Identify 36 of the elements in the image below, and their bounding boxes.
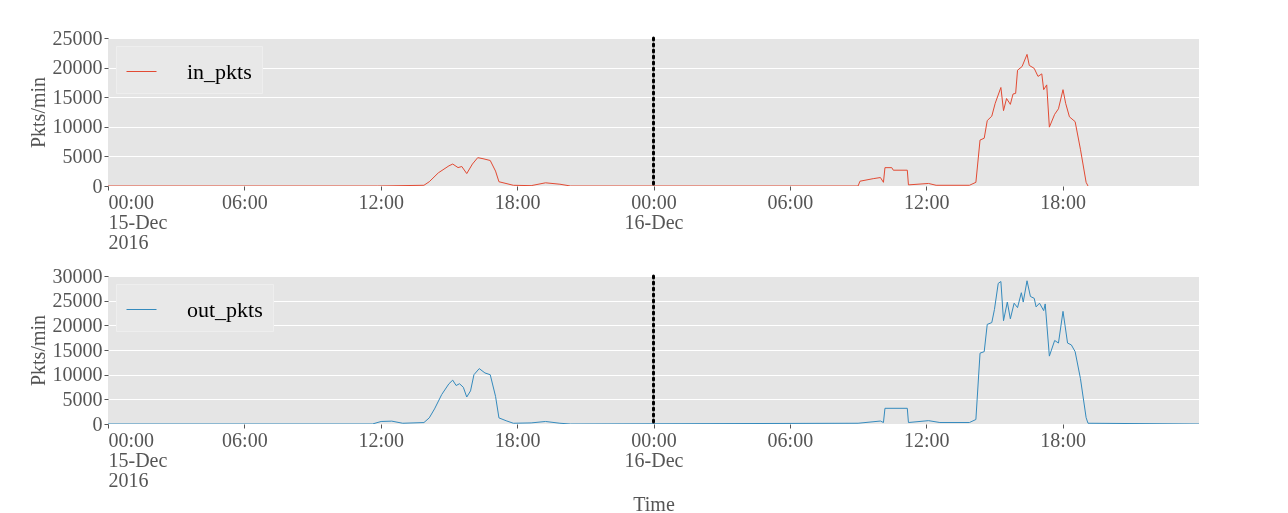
x-tick-label: 18:00 xyxy=(1040,428,1086,451)
x-tick-label: 12:00 xyxy=(903,190,950,213)
x-tick-label: 12:00 xyxy=(903,428,950,451)
y-axis-title: Pkts/min xyxy=(26,314,49,387)
x-tick-label: 18:00 xyxy=(494,428,541,451)
legend-label: in_pkts xyxy=(187,58,252,84)
line-series xyxy=(108,53,1089,186)
x-tick-label: 12:00 xyxy=(358,190,405,213)
y-tick-label: 5000 xyxy=(62,144,103,167)
x-tick-label: 06:00 xyxy=(767,428,814,451)
y-tick-label: 20000 xyxy=(52,313,103,336)
x-tick-label: 00:00 15-Dec 2016 xyxy=(108,428,168,491)
y-tick-label: 0 xyxy=(92,412,103,435)
x-tick-label: 06:00 xyxy=(222,190,268,213)
y-axis-title: Pkts/min xyxy=(26,76,49,149)
x-tick-label: 00:00 15-Dec 2016 xyxy=(108,190,168,253)
legend-label: out_pkts xyxy=(187,296,263,322)
y-tick-label: 0 xyxy=(92,174,103,197)
y-tick-label: 10000 xyxy=(52,363,103,386)
x-tick-label: 18:00 xyxy=(1040,190,1086,213)
x-tick-label: 12:00 xyxy=(358,428,405,451)
x-tick-label: 06:00 xyxy=(767,190,814,213)
y-tick-label: 15000 xyxy=(52,338,103,361)
x-tick-label: 18:00 xyxy=(494,190,541,213)
x-axis-title: Time xyxy=(633,492,675,513)
line-series xyxy=(108,280,1199,424)
y-tick-label: 30000 xyxy=(52,264,103,287)
y-tick-label: 15000 xyxy=(52,85,103,108)
y-tick-label: 25000 xyxy=(52,26,103,49)
y-tick-label: 20000 xyxy=(52,56,103,79)
y-tick-label: 25000 xyxy=(52,289,103,312)
x-tick-label: 00:00 16-Dec xyxy=(624,190,684,233)
x-tick-label: 06:00 xyxy=(222,428,268,451)
y-tick-label: 5000 xyxy=(62,387,103,410)
y-tick-label: 10000 xyxy=(52,115,103,138)
x-tick-label: 00:00 16-Dec xyxy=(624,428,684,471)
